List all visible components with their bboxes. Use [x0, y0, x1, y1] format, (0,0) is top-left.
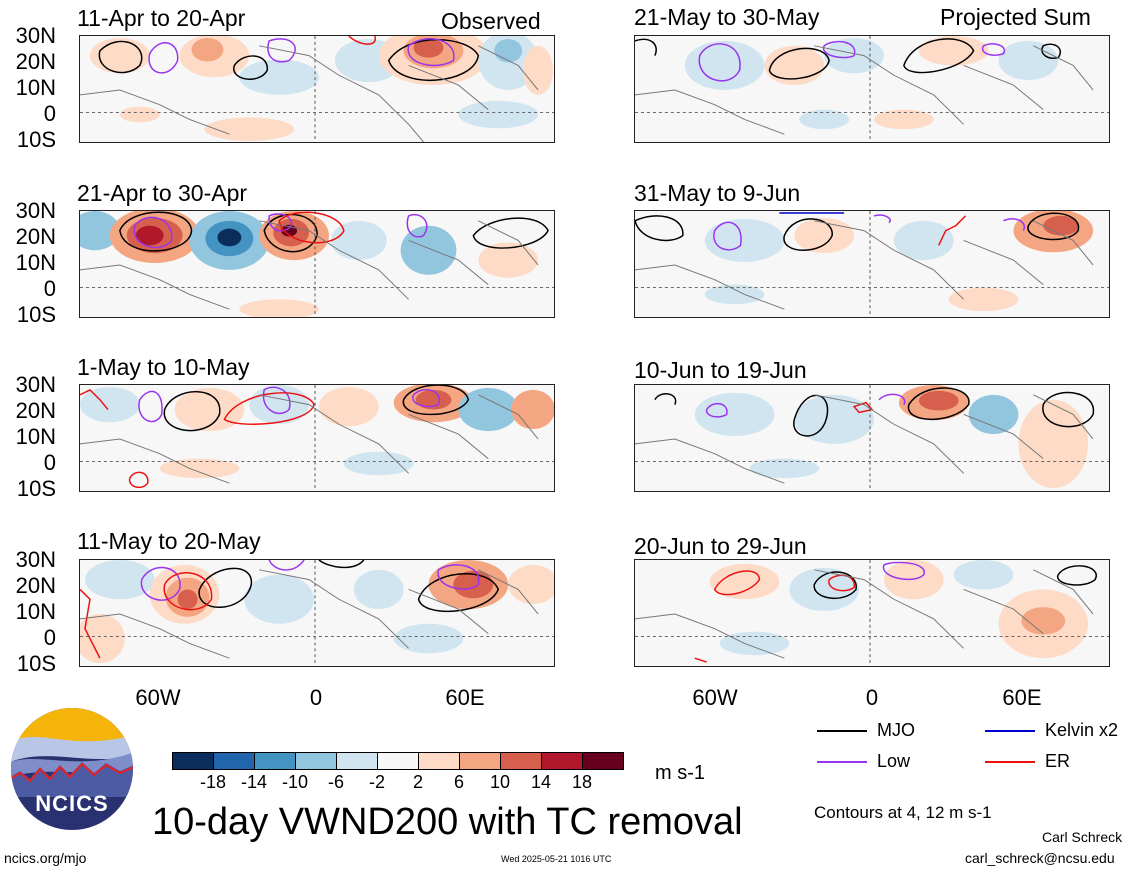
colorbar-box	[541, 752, 583, 770]
colorbar: -18 -14 -10 -6 -2 2 6 10 14 18	[172, 752, 628, 794]
colorbar-tick: 14	[530, 772, 552, 792]
colorbar-tick: -10	[281, 772, 308, 792]
projected-sum-label: Projected Sum	[940, 4, 1091, 30]
lat-label: 20N	[15, 573, 56, 598]
map-panel	[634, 384, 1110, 492]
lat-label: 20N	[15, 224, 56, 249]
colorbar-box	[254, 752, 296, 770]
lat-label: 10S	[16, 476, 56, 501]
legend-swatch	[985, 730, 1035, 732]
colorbar-box	[459, 752, 501, 770]
legend-label: MJO	[877, 720, 915, 740]
legend-item-mjo: MJO	[817, 719, 947, 743]
anomaly-map	[80, 385, 554, 491]
map-panel	[634, 35, 1110, 143]
lat-label: 0	[43, 101, 56, 126]
colorbar-tick: -18	[199, 772, 226, 792]
legend-swatch	[985, 761, 1035, 763]
anomaly-map	[635, 385, 1109, 491]
legend-item-kelvin: Kelvin x2	[985, 719, 1135, 743]
lat-label: 0	[43, 450, 56, 475]
lat-label: 10N	[15, 599, 56, 624]
colorbar-box	[213, 752, 255, 770]
anomaly-map	[635, 36, 1109, 142]
map-panel	[634, 559, 1110, 667]
lon-label: 60E	[445, 685, 485, 710]
lat-label: 0	[43, 625, 56, 650]
panel-title: 10-Jun to 19-Jun	[634, 357, 807, 383]
legend-swatch	[817, 730, 867, 732]
lat-label: 10N	[15, 250, 56, 275]
panel-title: 1-May to 10-May	[77, 354, 250, 380]
legend-swatch	[817, 761, 867, 763]
anomaly-map	[80, 36, 554, 142]
lon-label: 0	[309, 685, 323, 710]
observed-label: Observed	[441, 8, 541, 34]
contours-note: Contours at 4, 12 m s-1	[814, 803, 992, 822]
lat-label: 30N	[15, 198, 56, 223]
panel-title: 21-Apr to 30-Apr	[77, 180, 248, 206]
lat-label: 10N	[15, 75, 56, 100]
map-panel	[79, 384, 555, 492]
legend-label: ER	[1045, 751, 1071, 771]
colorbar-tick: 10	[489, 772, 511, 792]
colorbar-box	[582, 752, 624, 770]
lat-label: 30N	[15, 23, 56, 48]
colorbar-tick: -2	[368, 772, 385, 792]
footer-url[interactable]: ncics.org/mjo	[4, 850, 87, 866]
legend-label: Kelvin x2	[1045, 720, 1119, 740]
lon-label: 60W	[135, 685, 181, 710]
lat-label: 20N	[15, 49, 56, 74]
lon-label: 0	[865, 685, 879, 710]
colorbar-box	[418, 752, 460, 770]
ncics-logo: NCICS	[10, 707, 134, 831]
anomaly-map	[635, 211, 1109, 317]
panel-title: 31-May to 9-Jun	[634, 180, 801, 206]
lat-label: 10S	[16, 127, 56, 152]
footer-email[interactable]: carl_schreck@ncsu.edu	[965, 850, 1115, 866]
lon-label: 60W	[692, 685, 738, 710]
colorbar-tick: 2	[412, 772, 423, 792]
legend-item-low: Low	[817, 750, 947, 774]
map-panel	[79, 559, 555, 667]
logo-text: NCICS	[35, 791, 109, 816]
lat-label: 30N	[15, 547, 56, 572]
panel-title: 11-May to 20-May	[77, 528, 261, 554]
colorbar-box	[377, 752, 419, 770]
colorbar-tick: -6	[327, 772, 344, 792]
panel-title: 11-Apr to 20-Apr	[77, 5, 246, 31]
colorbar-box	[500, 752, 542, 770]
colorbar-tick: 6	[453, 772, 464, 792]
colorbar-units: m s-1	[655, 762, 705, 784]
anomaly-map	[80, 560, 554, 666]
lat-label: 20N	[15, 398, 56, 423]
panel-title: 20-Jun to 29-Jun	[634, 533, 807, 559]
map-panel	[79, 35, 555, 143]
panel-title: 21-May to 30-May	[634, 4, 820, 30]
colorbar-tick: -14	[240, 772, 267, 792]
colorbar-box	[172, 752, 214, 770]
logo-graphic	[11, 708, 133, 830]
lat-label: 10N	[15, 424, 56, 449]
lat-label: 30N	[15, 372, 56, 397]
anomaly-map	[80, 211, 554, 317]
footer-author: Carl Schreck	[1042, 829, 1123, 845]
colorbar-box	[295, 752, 337, 770]
footer-timestamp: Wed 2025-05-21 1016 UTC	[501, 854, 612, 864]
lat-label: 10S	[16, 651, 56, 676]
lat-label: 0	[43, 276, 56, 301]
map-panel	[634, 210, 1110, 318]
legend-item-er: ER	[985, 750, 1115, 774]
lon-label: 60E	[1002, 685, 1042, 710]
colorbar-tick: 18	[571, 772, 593, 792]
colorbar-box	[336, 752, 378, 770]
map-panel	[79, 210, 555, 318]
main-title: 10-day VWND200 with TC removal	[152, 801, 743, 843]
lat-label: 10S	[16, 302, 56, 327]
anomaly-map	[635, 560, 1109, 666]
legend-label: Low	[877, 751, 911, 771]
